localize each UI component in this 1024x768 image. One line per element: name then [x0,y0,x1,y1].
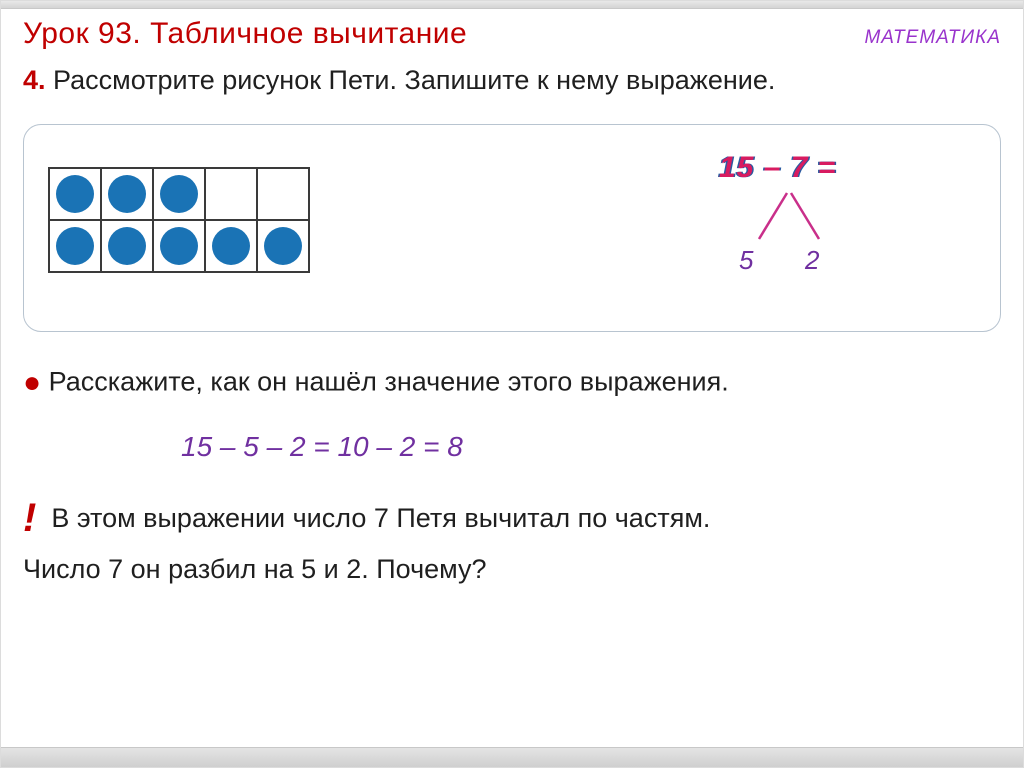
expression-area: 15 – 7 = 5 2 [691,151,991,185]
grid-cell [257,220,309,272]
slide: Урок 93. Табличное вычитание МАТЕМАТИКА … [0,0,1024,768]
dots-row [49,168,309,220]
dot-icon [264,227,302,265]
dot-icon [108,227,146,265]
task-prompt: 4. Рассмотрите рисунок Пети. Запишите к … [1,57,1023,104]
grid-cell [101,168,153,220]
top-decor-bar [1,1,1023,9]
task-text: Рассмотрите рисунок Пети. Запишите к нем… [53,65,775,95]
grid-cell [153,168,205,220]
grid-cell [257,168,309,220]
note-block: ! В этом выражении число 7 Петя вычитал … [1,487,1023,591]
dot-icon [160,175,198,213]
dot-icon [56,175,94,213]
grid-cell [205,168,257,220]
dot-icon [56,227,94,265]
grid-cell [205,220,257,272]
lesson-title: Урок 93. Табличное вычитание [23,17,467,51]
expression-main: 15 – 7 = [719,151,1019,185]
calculation-line: 15 – 5 – 2 = 10 – 2 = 8 [1,407,1023,487]
split-part-a: 5 [739,245,753,276]
note-line-2: Число 7 он разбил на 5 и 2. Почему? [23,554,487,584]
grid-cell [101,220,153,272]
split-part-b: 2 [805,245,819,276]
dot-icon [160,227,198,265]
dots-row [49,220,309,272]
split-lines-icon [751,189,831,245]
bottom-decor-bar [1,747,1023,767]
bullet-icon: ● [23,366,41,399]
exclamation-icon: ! [23,496,36,540]
slide-header: Урок 93. Табличное вычитание МАТЕМАТИКА [1,9,1023,57]
dot-icon [212,227,250,265]
dots-grid [48,167,310,273]
grid-cell [153,220,205,272]
grid-cell [49,220,101,272]
dot-icon [108,175,146,213]
grid-cell [49,168,101,220]
explain-prompt-line: ● Расскажите, как он нашёл значение этог… [1,360,1023,407]
note-line-1: В этом выражении число 7 Петя вычитал по… [51,503,710,533]
task-number: 4. [23,65,46,95]
subject-label: МАТЕМАТИКА [864,27,1001,49]
explain-prompt: Расскажите, как он нашёл значение этого … [49,366,729,396]
